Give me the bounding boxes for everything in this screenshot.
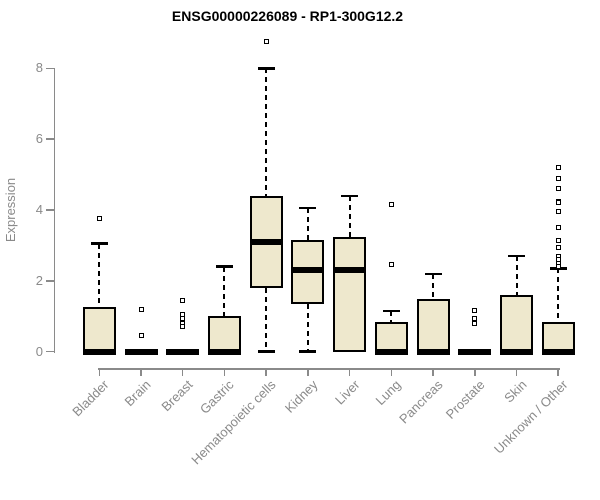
median-line	[82, 348, 116, 355]
y-tick-label: 2	[35, 272, 43, 288]
x-axis-tick	[140, 368, 142, 376]
upper-whisker	[223, 266, 226, 317]
box-pancreas	[416, 298, 450, 352]
median-line	[207, 348, 241, 355]
lower-whisker-cap	[299, 350, 317, 353]
x-axis-line	[97, 368, 560, 370]
outlier-point	[555, 200, 561, 206]
upper-whisker	[557, 268, 560, 322]
x-axis-tick	[390, 368, 393, 376]
y-axis-tick	[46, 138, 54, 140]
y-axis-line	[53, 68, 55, 354]
y-axis-tick	[46, 67, 54, 70]
upper-whisker-cap	[90, 242, 108, 245]
outlier-point	[180, 297, 186, 303]
box-gastric	[207, 316, 241, 352]
outlier-point	[263, 39, 269, 45]
box-bladder	[82, 307, 116, 352]
outlier-point	[472, 308, 478, 314]
upper-whisker-cap	[382, 309, 400, 313]
upper-whisker	[515, 256, 518, 296]
median-line	[249, 238, 283, 245]
outlier-point	[138, 306, 144, 312]
x-axis-tick	[98, 368, 101, 376]
outlier-point	[555, 264, 561, 270]
box-unknown-other	[541, 321, 575, 352]
outlier-point	[555, 186, 561, 192]
outlier-point	[138, 333, 144, 339]
upper-whisker-cap	[215, 265, 233, 268]
outlier-point	[555, 237, 561, 243]
median-line	[500, 348, 533, 355]
x-tick-label: Unknown / Other	[491, 377, 571, 457]
outlier-point	[472, 320, 478, 326]
x-axis-tick	[265, 368, 267, 376]
chart-title: ENSG00000226089 - RP1-300G12.2	[171, 8, 404, 24]
x-axis-tick	[348, 368, 351, 376]
upper-whisker	[390, 310, 393, 322]
outlier-point	[472, 315, 478, 321]
y-tick-label: 4	[35, 202, 43, 218]
box-lung	[374, 321, 408, 352]
upper-whisker-cap	[299, 206, 317, 210]
outlier-point	[555, 165, 561, 171]
outlier-point	[555, 225, 561, 231]
outlier-point	[180, 315, 186, 321]
y-axis-tick	[46, 280, 54, 282]
upper-whisker	[265, 68, 268, 196]
upper-whisker-cap	[424, 272, 442, 276]
median-line	[374, 348, 408, 355]
upper-whisker-cap	[508, 254, 525, 258]
y-tick-label: 6	[35, 131, 43, 147]
outlier-point	[388, 202, 394, 208]
median-line	[291, 267, 325, 274]
outlier-point	[555, 209, 561, 215]
box-skin	[500, 295, 533, 352]
median-line	[416, 348, 450, 355]
median-line	[541, 348, 575, 355]
upper-whisker	[432, 273, 435, 299]
x-axis-tick	[432, 368, 434, 376]
y-axis-tick	[46, 209, 54, 211]
outlier-point	[96, 216, 102, 222]
x-axis-tick	[181, 368, 184, 376]
x-axis-tick	[223, 368, 226, 376]
lower-whisker	[265, 287, 268, 352]
upper-whisker-cap	[257, 67, 275, 70]
y-axis-tick	[46, 350, 54, 353]
upper-whisker	[98, 243, 101, 308]
lower-whisker	[306, 303, 309, 352]
median-line	[124, 348, 158, 355]
upper-whisker	[306, 208, 309, 241]
box-liver	[333, 236, 367, 352]
x-axis-tick	[307, 368, 309, 376]
x-axis-tick	[557, 368, 559, 376]
median-line	[333, 267, 367, 274]
y-tick-label: 8	[35, 60, 43, 76]
outlier-point	[555, 175, 561, 181]
median-line	[166, 348, 200, 355]
outlier-point	[555, 244, 561, 250]
lower-whisker-cap	[257, 350, 275, 353]
y-tick-label: 0	[35, 343, 43, 359]
median-line	[458, 348, 492, 355]
outlier-point	[180, 324, 186, 330]
upper-whisker-cap	[341, 194, 359, 198]
upper-whisker	[348, 195, 351, 237]
x-axis-tick	[515, 368, 518, 376]
outlier-point	[388, 262, 394, 268]
x-axis-tick	[474, 368, 476, 376]
